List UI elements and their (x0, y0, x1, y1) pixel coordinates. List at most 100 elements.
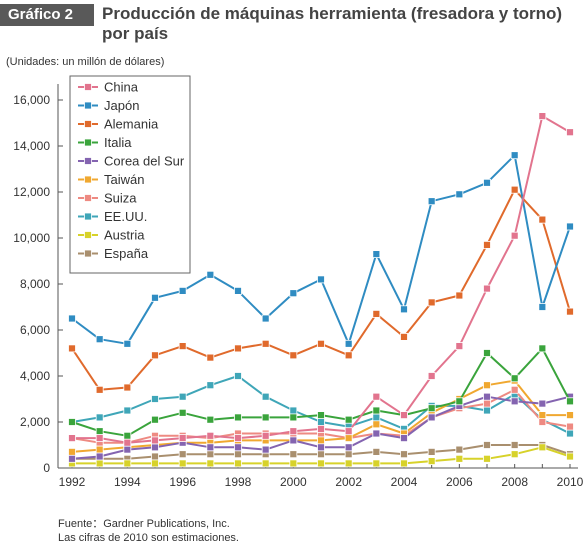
data-point (538, 215, 547, 224)
data-point (455, 291, 464, 300)
data-point (317, 443, 325, 452)
data-point (234, 372, 242, 380)
y-tick-label: 16,000 (13, 93, 50, 107)
x-tick-label: 2006 (446, 475, 473, 489)
data-point (289, 436, 298, 445)
data-point (317, 450, 325, 459)
legend-label: EE.UU. (104, 209, 147, 224)
data-point (400, 459, 408, 468)
legend-label: Suiza (104, 191, 137, 206)
legend-marker (84, 157, 92, 165)
data-point (538, 443, 547, 452)
data-point (178, 286, 187, 295)
data-point (234, 434, 242, 443)
data-point (372, 392, 381, 401)
units-label: (Unidades: un millón de dólares) (6, 56, 165, 68)
legend-label: Corea del Sur (104, 154, 185, 169)
data-point (427, 413, 436, 422)
data-point (372, 429, 381, 438)
data-point (317, 436, 325, 445)
data-point (151, 452, 159, 461)
data-point (372, 406, 381, 415)
data-point (427, 404, 436, 413)
data-point (317, 339, 325, 348)
figure-badge: Gráfico 2 (0, 4, 94, 26)
data-point (344, 427, 353, 436)
data-point (538, 411, 547, 420)
data-point (317, 275, 325, 284)
data-point (289, 459, 298, 468)
data-point (483, 406, 491, 415)
data-point (289, 427, 298, 436)
data-point (289, 289, 298, 298)
legend-marker (84, 175, 92, 184)
data-point (151, 351, 159, 360)
data-point (510, 385, 519, 394)
data-point (206, 450, 215, 459)
data-point (95, 413, 104, 422)
data-point (483, 454, 491, 463)
data-point (234, 286, 242, 295)
estimate-note: Las cifras de 2010 son estimaciones. (58, 532, 239, 544)
data-point (510, 397, 519, 406)
data-point (178, 392, 187, 401)
data-point (372, 447, 381, 456)
y-tick-label: 12,000 (13, 185, 50, 199)
data-point (151, 395, 159, 403)
data-point (123, 438, 132, 447)
data-point (95, 445, 104, 454)
data-point (455, 397, 464, 406)
data-point (317, 459, 325, 468)
x-tick-label: 2000 (280, 475, 307, 489)
data-point (483, 381, 491, 390)
data-point (317, 424, 325, 433)
data-point (538, 112, 547, 120)
data-point (510, 374, 519, 383)
data-point (400, 332, 408, 341)
data-point (455, 445, 464, 454)
data-point (178, 450, 187, 459)
source-note: Fuente：Gardner Publications, Inc. (58, 518, 230, 530)
data-point (344, 443, 353, 452)
data-point (95, 434, 104, 443)
data-point (178, 342, 187, 351)
data-point (151, 436, 159, 445)
data-point (538, 344, 547, 353)
legend-label: Italia (104, 135, 132, 150)
x-tick-label: 2010 (557, 475, 584, 489)
data-point (206, 381, 215, 390)
data-point (151, 443, 159, 452)
data-point (234, 450, 242, 459)
data-point (372, 459, 381, 468)
data-point (289, 450, 298, 459)
data-point (483, 240, 491, 249)
x-tick-label: 2004 (391, 475, 418, 489)
line-chart: 0 2,000 4,000 6,000 8,000 10,000 12,000 14,000 1… (13, 75, 584, 489)
data-point (68, 344, 76, 353)
data-point (261, 413, 270, 422)
data-point (566, 411, 574, 420)
chart-title: Producción de máquinas herramienta (fres… (102, 4, 584, 44)
data-point (178, 459, 187, 468)
data-point (206, 353, 215, 362)
data-point (123, 339, 132, 348)
data-point (95, 452, 104, 461)
data-point (566, 307, 574, 316)
x-tick-label: 1996 (169, 475, 196, 489)
data-point (317, 411, 325, 420)
data-point (400, 434, 408, 443)
legend-marker (84, 83, 92, 91)
legend-marker (84, 249, 92, 258)
data-point (344, 339, 353, 348)
data-point (123, 383, 132, 392)
y-tick-label: 0 (43, 461, 50, 475)
data-point (151, 293, 159, 302)
data-point (234, 459, 242, 468)
legend-marker (84, 231, 92, 239)
y-tick-label: 6,000 (20, 323, 50, 337)
data-point (234, 344, 242, 353)
y-tick-label: 2,000 (20, 415, 50, 429)
data-point (344, 415, 353, 424)
data-point (455, 190, 464, 199)
data-point (261, 431, 270, 440)
